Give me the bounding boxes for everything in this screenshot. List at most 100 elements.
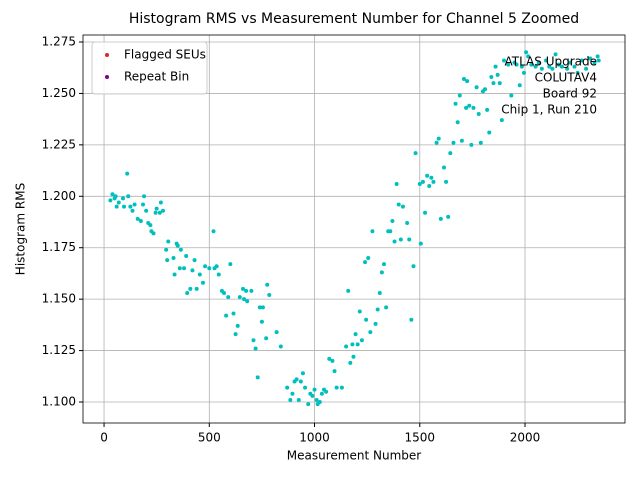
point [584,66,589,71]
point [110,192,115,197]
point [529,62,534,67]
legend-marker [105,53,109,57]
y-tick-label: 1.100 [42,395,76,409]
point [526,54,531,59]
point [364,317,369,322]
point [192,258,197,263]
point [151,231,156,236]
point [464,105,469,110]
point [188,286,193,291]
point [253,346,258,351]
point [471,105,476,110]
point [350,342,355,347]
point [203,264,208,269]
point [572,64,577,69]
x-tick-label: 1000 [299,431,330,445]
point [153,210,158,215]
point [348,360,353,365]
point [370,229,375,234]
point [128,204,133,209]
point [294,377,299,382]
point [257,305,262,310]
y-tick-label: 1.250 [42,86,76,100]
y-axis-label: Histogram RMS [14,183,28,275]
point [171,256,176,261]
point [394,181,399,186]
x-tick-label: 2000 [510,431,541,445]
point [400,204,405,209]
point [596,58,601,63]
point [427,184,432,189]
point [353,332,358,337]
y-tick-label: 1.200 [42,189,76,203]
x-tick-label: 0 [100,431,108,445]
point [138,218,143,223]
point [396,202,401,207]
point [140,202,145,207]
point [267,293,272,298]
point [231,311,236,316]
point [317,400,322,405]
point [448,151,453,156]
point [514,62,519,67]
point [332,369,337,374]
point [274,330,279,335]
point [314,397,319,402]
point [306,402,311,407]
point [565,66,570,71]
annotation: ATLAS Upgrade [504,55,597,69]
point [398,237,403,242]
point [148,223,153,228]
point [517,83,522,88]
point [251,338,256,343]
point [264,336,269,341]
point [413,151,418,156]
point [559,64,564,69]
point [290,391,295,396]
point [489,74,494,79]
point [245,299,250,304]
point [233,332,238,337]
point [184,253,189,258]
point [132,202,137,207]
point [172,272,177,277]
point [260,305,265,310]
point [185,290,190,295]
point [553,52,558,57]
legend-label: Repeat Bin [124,70,189,84]
point [285,385,290,390]
point [556,62,561,67]
point [465,79,470,84]
y-tick-label: 1.150 [42,292,76,306]
point [157,210,162,215]
point [158,200,163,205]
point [379,270,384,275]
point [351,354,356,359]
point [592,60,597,65]
point [506,62,511,67]
point [135,216,140,221]
point [298,379,303,384]
point [116,200,121,205]
point [377,290,382,295]
point [130,208,135,213]
point [300,371,305,376]
point [177,266,182,271]
point [113,194,118,199]
point [533,64,538,69]
point [175,243,180,248]
point [240,286,245,291]
point [444,179,449,184]
point [446,214,451,219]
point [355,342,360,347]
point [207,266,212,271]
point [368,330,373,335]
point [259,319,264,324]
annotation: Chip 1, Run 210 [501,103,597,117]
plot-frame [82,34,626,424]
point [459,138,464,143]
point [483,87,488,92]
point [438,216,443,221]
point [255,375,260,380]
point [327,356,332,361]
